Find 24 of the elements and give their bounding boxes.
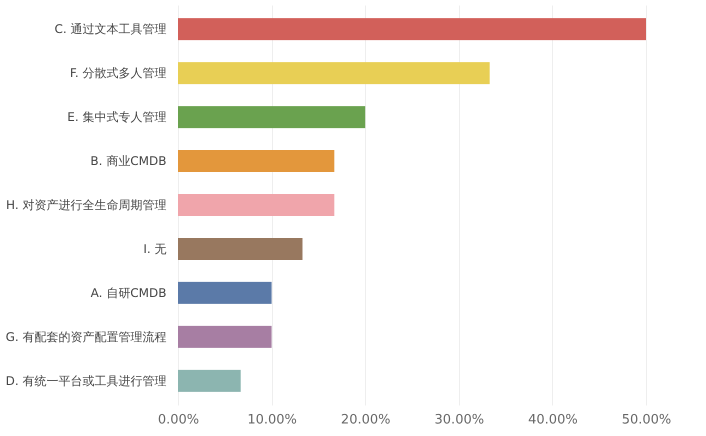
bar: [178, 62, 490, 84]
y-tick-label: C. 通过文本工具管理: [54, 22, 166, 36]
bar: [178, 106, 366, 128]
x-tick-label: 0.00%: [158, 412, 200, 428]
bar: [178, 326, 272, 348]
y-tick-label: E. 集中式专人管理: [67, 110, 166, 124]
bar: [178, 150, 334, 172]
y-tick-label: I. 无: [143, 242, 166, 256]
x-tick-label: 10.00%: [247, 412, 297, 428]
bar: [178, 194, 334, 216]
x-tick-label: 20.00%: [340, 412, 390, 428]
x-tick-label: 50.00%: [622, 412, 672, 428]
y-tick-label: B. 商业CMDB: [90, 154, 166, 168]
y-tick-label: D. 有统一平台或工具进行管理: [6, 374, 166, 388]
y-tick-label: G. 有配套的资产配置管理流程: [6, 330, 166, 344]
bar: [178, 370, 241, 392]
bar: [178, 238, 302, 260]
bar: [178, 18, 646, 40]
bar: [178, 282, 272, 304]
x-tick-label: 30.00%: [434, 412, 484, 428]
x-tick-label: 40.00%: [528, 412, 578, 428]
y-tick-label: A. 自研CMDB: [90, 286, 166, 300]
y-tick-label: H. 对资产进行全生命周期管理: [6, 198, 166, 212]
y-tick-label: F. 分散式多人管理: [70, 66, 166, 80]
